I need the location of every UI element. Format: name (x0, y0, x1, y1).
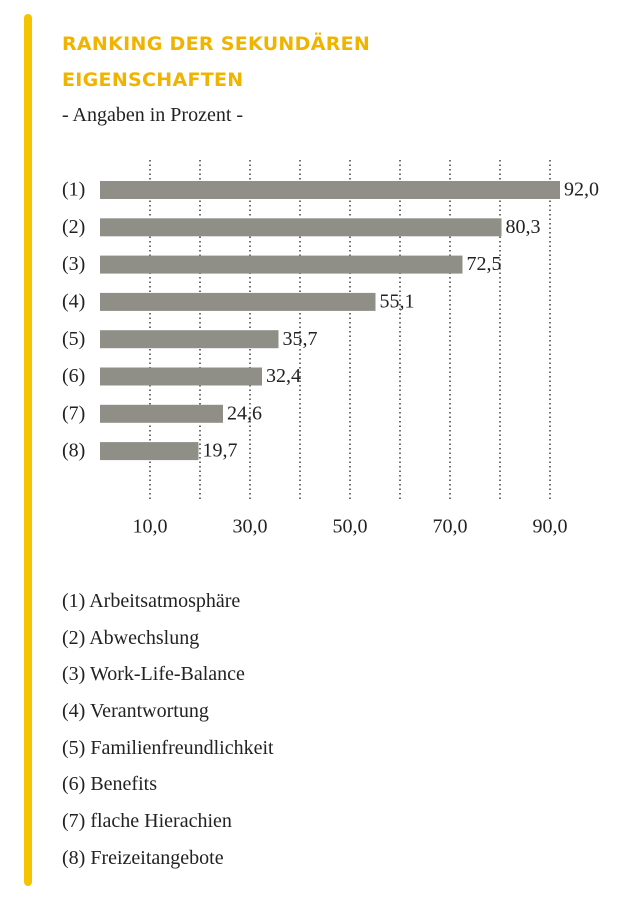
value-label: 19,7 (203, 440, 238, 462)
legend-item: (7) flache Hierachien (62, 810, 232, 833)
bar (100, 367, 262, 386)
legend-item: (8) Freizeitangebote (62, 846, 224, 869)
bar (100, 218, 502, 237)
y-tick-label: (2) (62, 216, 85, 238)
x-tick-label: 10,0 (133, 516, 168, 538)
y-tick-label: (4) (62, 290, 85, 312)
value-label: 72,5 (467, 253, 502, 275)
legend-item: (4) Verantwortung (62, 700, 209, 723)
bar (100, 255, 463, 274)
value-label: 80,3 (506, 216, 541, 238)
x-tick-label: 50,0 (333, 516, 368, 538)
legend: (1) Arbeitsatmosphäre (2) Abwechslung (3) … (62, 585, 274, 879)
value-label: 24,6 (227, 402, 262, 424)
accent-bar (24, 14, 32, 886)
value-label: 55,1 (380, 290, 415, 312)
y-tick-label: (1) (62, 179, 85, 201)
x-tick-label: 30,0 (233, 516, 268, 538)
y-tick-label: (7) (62, 402, 85, 424)
x-tick-label: 90,0 (533, 516, 568, 538)
x-tick-label: 70,0 (433, 516, 468, 538)
legend-item: (2) Abwechslung (62, 626, 200, 649)
y-tick-label: (3) (62, 253, 85, 275)
bar (100, 292, 376, 311)
chart: 10,0 30,0 50,0 70,0 90,0 (1) 92,0 (2) 80,3 (3) 72,… (62, 160, 599, 538)
bar (100, 442, 199, 461)
legend-item: (1) Arbeitsatmosphäre (62, 590, 241, 612)
legend-item: (5) Familienfreundlichkeit (62, 736, 274, 759)
bar (100, 404, 223, 423)
value-label: 92,0 (564, 179, 599, 201)
y-tick-label: (8) (62, 440, 85, 462)
y-tick-label: (5) (62, 328, 85, 350)
legend-item: (6) Benefits (62, 773, 157, 796)
bar (100, 181, 560, 199)
value-label: 35,7 (283, 328, 318, 350)
bar (100, 330, 279, 349)
chart-subtitle: - Angaben in Prozent - (62, 104, 244, 126)
chart-title: RANKING DER SEKUNDÄREN EIGENSCHAFTEN (62, 33, 371, 91)
y-tick-label: (6) (62, 365, 85, 387)
legend-item: (3) Work-Life-Balance (62, 663, 245, 686)
value-label: 32,4 (266, 365, 301, 387)
